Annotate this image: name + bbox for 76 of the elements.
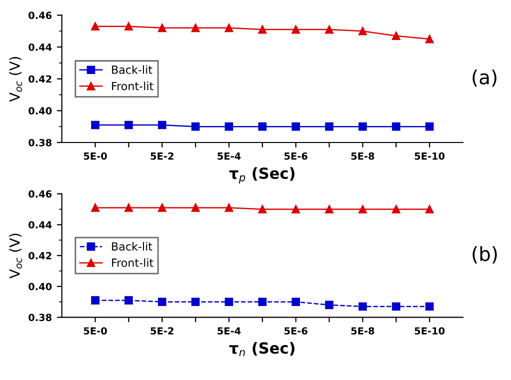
point — [191, 24, 200, 32]
point — [258, 25, 267, 34]
point — [91, 120, 100, 130]
point — [358, 26, 367, 36]
point — [325, 300, 334, 310]
text: (b) — [472, 246, 497, 264]
point — [292, 25, 300, 34]
point — [224, 298, 234, 306]
point — [124, 120, 133, 130]
point — [425, 302, 434, 311]
x-tick-label: 5E-10 — [414, 327, 445, 335]
y-tick-label: 0.38 — [28, 314, 52, 322]
point — [325, 122, 334, 131]
x-tick-label: 5E-0 — [84, 152, 107, 160]
x-tick-label: 5E-10 — [414, 152, 445, 160]
point — [124, 204, 133, 212]
point — [191, 204, 200, 212]
point — [292, 205, 300, 214]
x-tick-label: 5E-6 — [284, 152, 308, 160]
x-tick-label: 5E-2 — [150, 327, 174, 335]
point — [358, 205, 367, 214]
x-tick-label: 5E-2 — [150, 152, 174, 160]
y-tick-label: 0.44 — [28, 221, 52, 229]
y-tick-label: 0.38 — [28, 138, 52, 146]
x-tick-label: 5E-8 — [351, 152, 374, 160]
point — [425, 122, 434, 131]
point — [191, 298, 200, 306]
y-tick-label: 0.40 — [28, 282, 52, 290]
y-tick-label: 0.44 — [28, 44, 52, 51]
legend-label: Back-lit — [112, 65, 152, 74]
point — [392, 302, 400, 311]
point — [258, 122, 267, 131]
x-axis-title: τ$_{p}$ (Sec) — [229, 167, 294, 184]
point — [91, 296, 100, 304]
point — [425, 34, 434, 44]
y-axis-title: V$_{oc}$ (V) — [9, 57, 22, 102]
point — [224, 122, 234, 131]
x-tick-label: 5E-8 — [351, 327, 374, 335]
point — [358, 302, 367, 311]
point — [158, 204, 166, 212]
y-tick-label: 0.46 — [28, 190, 52, 198]
point — [124, 22, 133, 31]
point — [124, 296, 133, 304]
point — [292, 122, 300, 131]
y-tick-label: 0.40 — [28, 107, 52, 115]
point — [258, 298, 267, 306]
x-tick-label: 5E-6 — [284, 327, 308, 335]
point — [392, 122, 400, 131]
point — [158, 24, 166, 32]
y-axis-title: V$_{oc}$ (V) — [9, 234, 22, 278]
point — [158, 120, 166, 130]
legend-label: Front-lit — [112, 258, 154, 267]
legend-label: Back-lit — [112, 242, 152, 251]
point — [91, 204, 100, 212]
point — [224, 24, 234, 32]
point — [325, 25, 334, 34]
point — [358, 122, 367, 131]
x-tick-label: 5E-4 — [218, 152, 241, 160]
point — [325, 205, 334, 214]
point — [191, 122, 200, 131]
y-tick-label: 0.42 — [28, 75, 52, 83]
point — [258, 205, 267, 214]
point — [292, 298, 300, 306]
x-axis-title: τ$_{n}$ (Sec) — [229, 342, 294, 356]
legend-label: Front-lit — [112, 82, 154, 90]
y-tick-label: 0.46 — [28, 12, 52, 20]
text: (a) — [472, 69, 496, 87]
point — [91, 22, 100, 31]
x-tick-label: 5E-4 — [218, 327, 241, 335]
y-tick-label: 0.42 — [28, 252, 52, 260]
point — [392, 32, 400, 40]
point — [425, 205, 434, 214]
point — [224, 204, 234, 212]
x-tick-label: 5E-0 — [84, 327, 107, 335]
point — [158, 298, 166, 306]
point — [392, 205, 400, 214]
